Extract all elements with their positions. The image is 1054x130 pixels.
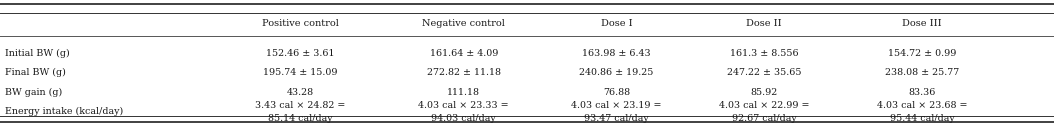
Text: Dose III: Dose III: [902, 19, 942, 28]
Text: 4.03 cal × 22.99 =
92.67 cal/day: 4.03 cal × 22.99 = 92.67 cal/day: [719, 101, 809, 123]
Text: 161.64 ± 4.09: 161.64 ± 4.09: [430, 49, 497, 58]
Text: Initial BW (g): Initial BW (g): [5, 49, 70, 58]
Text: 3.43 cal × 24.82 =
85.14 cal/day: 3.43 cal × 24.82 = 85.14 cal/day: [255, 101, 346, 123]
Text: 83.36: 83.36: [909, 88, 936, 97]
Text: Positive control: Positive control: [262, 19, 338, 28]
Text: Dose I: Dose I: [601, 19, 632, 28]
Text: BW gain (g): BW gain (g): [5, 88, 62, 97]
Text: 154.72 ± 0.99: 154.72 ± 0.99: [889, 49, 956, 58]
Text: 247.22 ± 35.65: 247.22 ± 35.65: [727, 68, 801, 77]
Text: 85.92: 85.92: [750, 88, 778, 97]
Text: 195.74 ± 15.09: 195.74 ± 15.09: [264, 68, 337, 77]
Text: 272.82 ± 11.18: 272.82 ± 11.18: [427, 68, 501, 77]
Text: 43.28: 43.28: [287, 88, 314, 97]
Text: Energy intake (kcal/day): Energy intake (kcal/day): [5, 107, 123, 116]
Text: 4.03 cal × 23.19 =
93.47 cal/day: 4.03 cal × 23.19 = 93.47 cal/day: [571, 101, 662, 123]
Text: 161.3 ± 8.556: 161.3 ± 8.556: [729, 49, 799, 58]
Text: 111.18: 111.18: [447, 88, 481, 97]
Text: 152.46 ± 3.61: 152.46 ± 3.61: [267, 49, 334, 58]
Text: 4.03 cal × 23.68 =
95.44 cal/day: 4.03 cal × 23.68 = 95.44 cal/day: [877, 101, 968, 123]
Text: 163.98 ± 6.43: 163.98 ± 6.43: [582, 49, 651, 58]
Text: 238.08 ± 25.77: 238.08 ± 25.77: [885, 68, 959, 77]
Text: Negative control: Negative control: [423, 19, 505, 28]
Text: Dose II: Dose II: [746, 19, 782, 28]
Text: Final BW (g): Final BW (g): [5, 68, 66, 77]
Text: 240.86 ± 19.25: 240.86 ± 19.25: [580, 68, 653, 77]
Text: 76.88: 76.88: [603, 88, 630, 97]
Text: 4.03 cal × 23.33 =
94.03 cal/day: 4.03 cal × 23.33 = 94.03 cal/day: [418, 101, 509, 123]
